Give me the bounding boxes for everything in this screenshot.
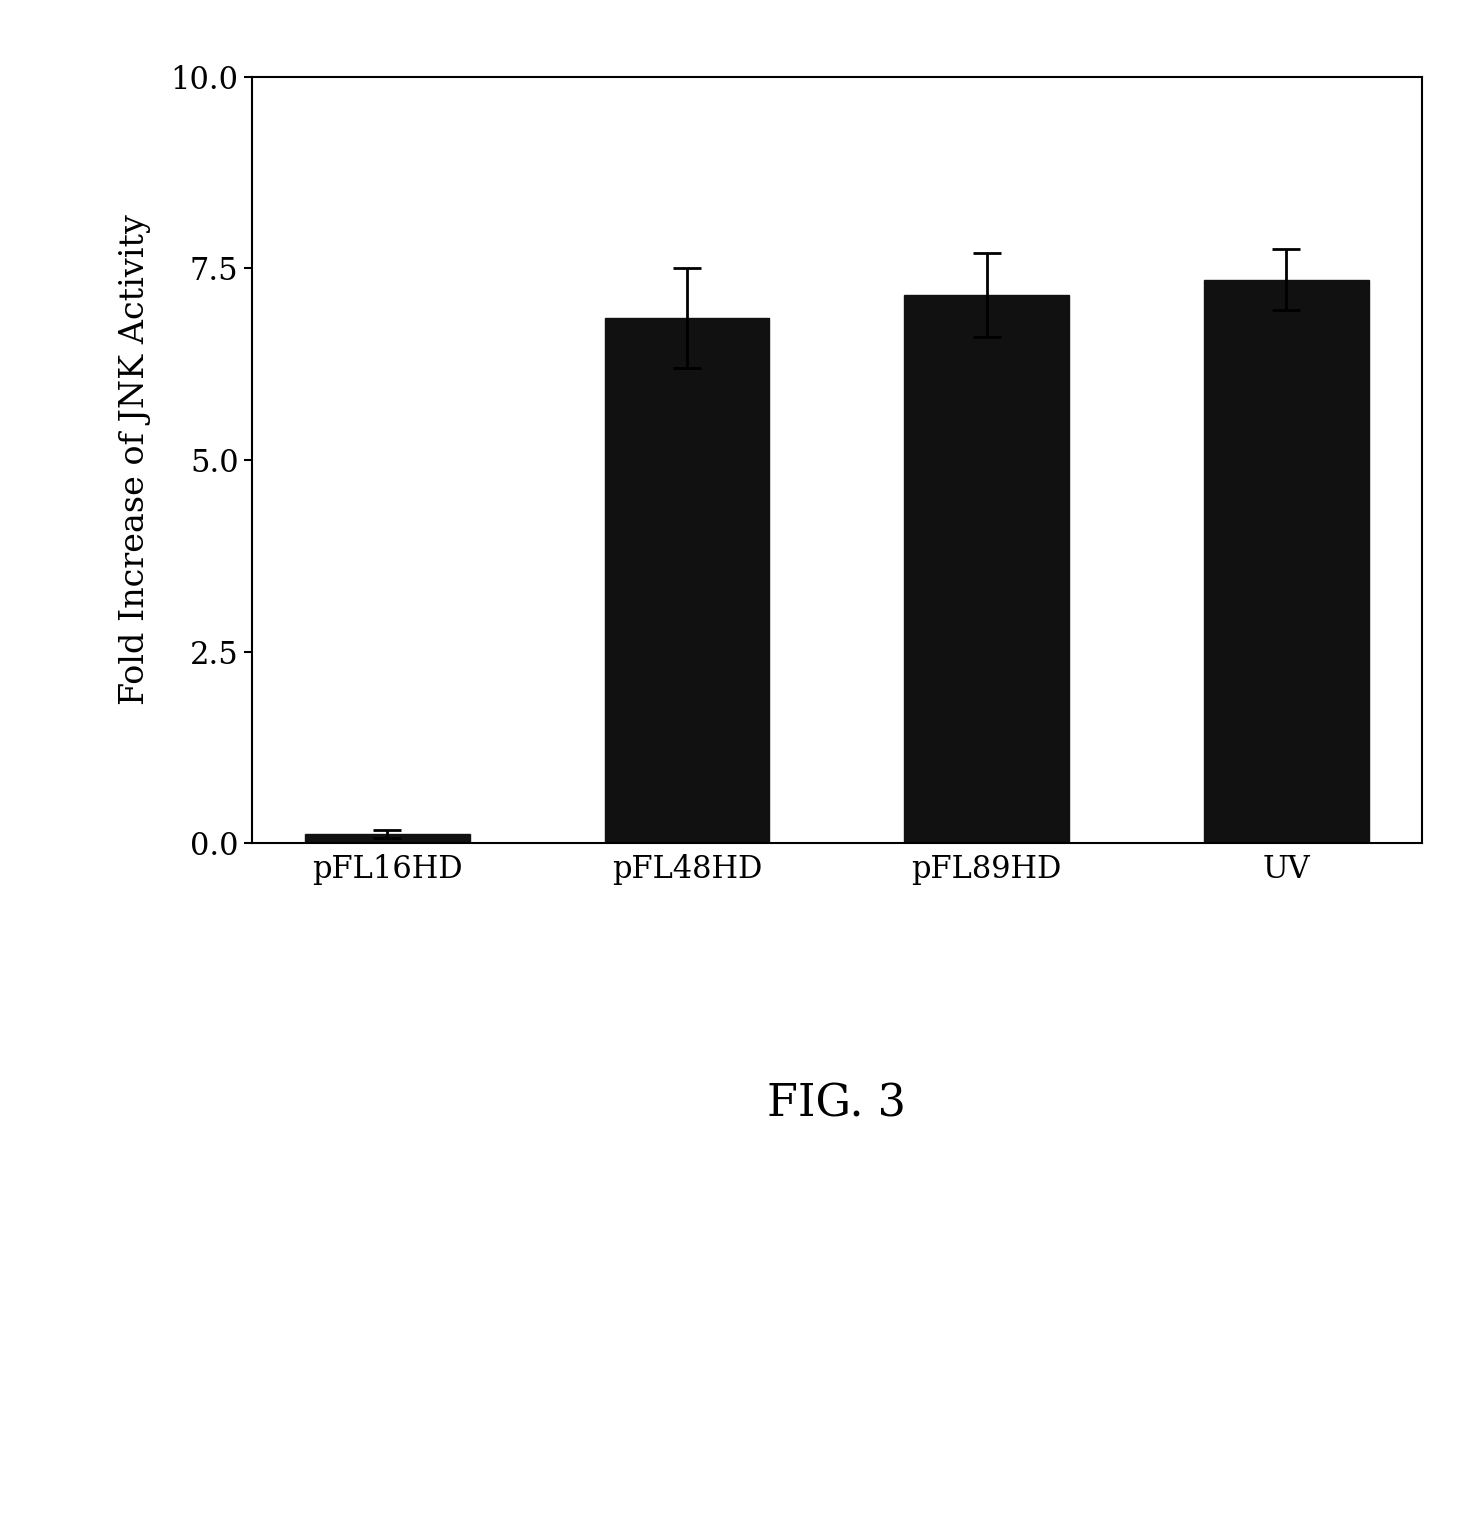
Text: FIG. 3: FIG. 3 [767,1082,906,1125]
Bar [905,294,1069,843]
Bar [604,319,769,843]
Bar [1204,281,1368,843]
Y-axis label: Fold Increase of JNK Activity: Fold Increase of JNK Activity [118,215,151,705]
Bar [305,834,469,843]
